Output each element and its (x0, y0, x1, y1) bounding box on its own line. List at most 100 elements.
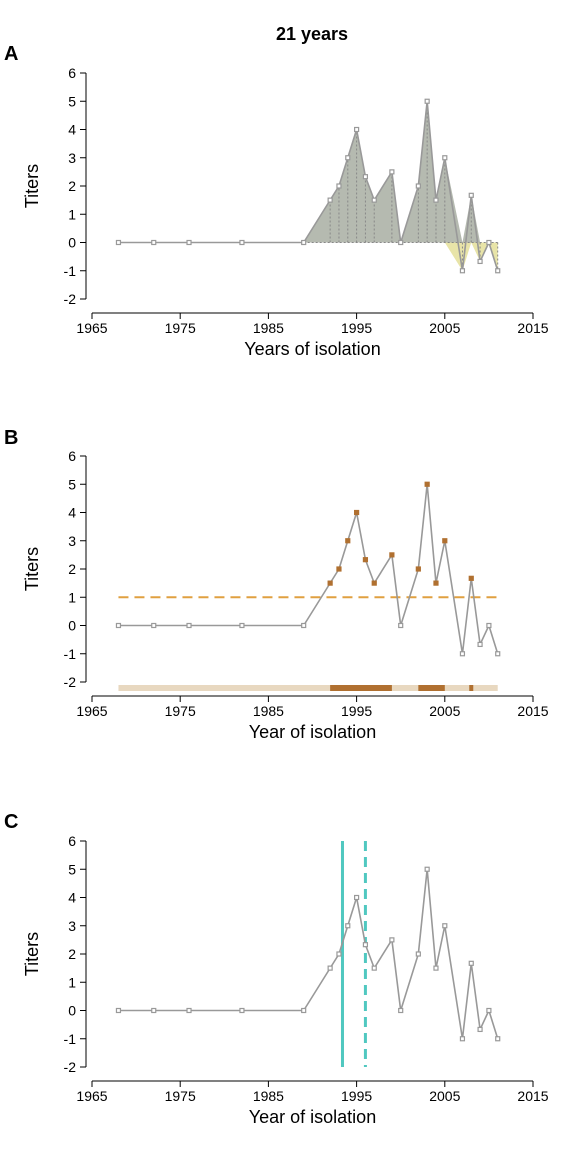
data-point (301, 1007, 307, 1014)
y-tick-label: 0 (68, 235, 76, 251)
x-tick-label: 1985 (253, 320, 284, 336)
data-point (442, 923, 448, 929)
data-point (495, 1036, 501, 1042)
data-point (362, 174, 369, 180)
y-tick-label: 5 (68, 476, 76, 492)
y-tick-label: -2 (64, 1059, 77, 1075)
x-tick-label: 2015 (517, 1088, 548, 1104)
x-axis-title: Year of isolation (249, 722, 376, 742)
data-point (477, 1026, 483, 1033)
figure-title: 21 years (276, 24, 348, 44)
y-tick-label: 5 (68, 861, 76, 877)
data-point (424, 98, 430, 104)
x-axis-title: Year of isolation (249, 1107, 376, 1127)
y-tick-label: 6 (68, 833, 76, 849)
data-point (115, 622, 122, 629)
x-tick-label: 2015 (517, 703, 548, 719)
x-tick-label: 2015 (517, 320, 548, 336)
x-tick-label: 1975 (165, 1088, 196, 1104)
y-tick-label: 2 (68, 946, 76, 962)
y-tick-label: -1 (64, 263, 77, 279)
y-tick-label: 0 (68, 618, 76, 634)
x-tick-label: 1995 (341, 320, 372, 336)
panel-c: -2 -1 0 1 2 3 4 5 6 1965 1975 1985 1995 2005 2015 Year … (22, 833, 549, 1127)
data-point (239, 1007, 245, 1014)
data-point (442, 155, 448, 161)
data-point (327, 197, 333, 203)
x-tick-label: 1965 (76, 1088, 107, 1104)
band-highlight (418, 685, 445, 691)
panel-label-c: C (4, 811, 18, 833)
y-tick-label: 2 (68, 561, 76, 577)
band-highlight (330, 685, 392, 691)
panel-label-b: B (4, 427, 18, 449)
data-point (398, 239, 404, 246)
x-tick-label: 1985 (253, 703, 284, 719)
data-point (468, 575, 474, 581)
series-line (118, 101, 499, 271)
x-axis-title: Years of isolation (244, 339, 380, 359)
y-tick-label: 1 (68, 206, 76, 222)
data-point (477, 258, 483, 265)
data-point (495, 268, 501, 274)
data-point (468, 192, 474, 198)
data-point (362, 557, 369, 563)
panel-a: -2 -1 0 1 2 3 4 5 6 1965 1975 1985 1995 2005 2015 Years… (22, 65, 549, 359)
y-tick-label: -2 (64, 674, 77, 690)
area-negative (303, 242, 498, 271)
data-point (486, 1007, 492, 1014)
data-point (115, 1007, 122, 1014)
band-base (118, 685, 498, 691)
data-point (345, 155, 351, 161)
y-tick-label: 5 (68, 93, 76, 109)
data-point (459, 1036, 466, 1042)
series-line (118, 484, 499, 654)
data-point (371, 197, 377, 203)
data-point (362, 942, 369, 948)
data-point (336, 183, 342, 189)
data-point (301, 239, 307, 246)
data-point (186, 622, 192, 629)
data-point (398, 622, 404, 629)
data-point (354, 126, 360, 133)
data-point (415, 183, 421, 189)
data-point (389, 169, 395, 175)
data-point (424, 481, 430, 487)
x-tick-label: 2005 (429, 320, 460, 336)
y-tick-label: 3 (68, 150, 76, 166)
data-point (151, 239, 157, 246)
x-tick-label: 1965 (76, 320, 107, 336)
data-point (459, 651, 466, 657)
data-point (354, 894, 360, 901)
x-tick-label: 1975 (165, 703, 196, 719)
y-tick-label: 0 (68, 1003, 76, 1019)
data-point (239, 622, 245, 629)
data-point (151, 1007, 157, 1014)
data-point (151, 622, 157, 629)
y-tick-label: 1 (68, 974, 76, 990)
y-tick-label: 1 (68, 589, 76, 605)
data-point (424, 866, 430, 872)
data-point (345, 538, 351, 544)
panel-label-a: A (4, 43, 18, 65)
data-point (371, 580, 377, 586)
y-tick-label: 3 (68, 533, 76, 549)
y-axis-title: Titers (22, 547, 42, 591)
data-point (477, 641, 483, 648)
y-tick-label: -1 (64, 1031, 77, 1047)
series-line (118, 869, 499, 1039)
x-tick-label: 1995 (341, 1088, 372, 1104)
data-point (468, 960, 474, 966)
y-tick-label: 4 (68, 890, 76, 906)
y-tick-label: 6 (68, 65, 76, 81)
data-point (398, 1007, 404, 1014)
data-point (186, 239, 192, 246)
data-point (486, 622, 492, 629)
data-point (327, 965, 333, 971)
y-tick-label: -2 (64, 291, 77, 307)
data-point (433, 965, 439, 971)
y-tick-label: 4 (68, 122, 76, 138)
y-tick-label: 2 (68, 178, 76, 194)
area-positive (303, 101, 498, 243)
